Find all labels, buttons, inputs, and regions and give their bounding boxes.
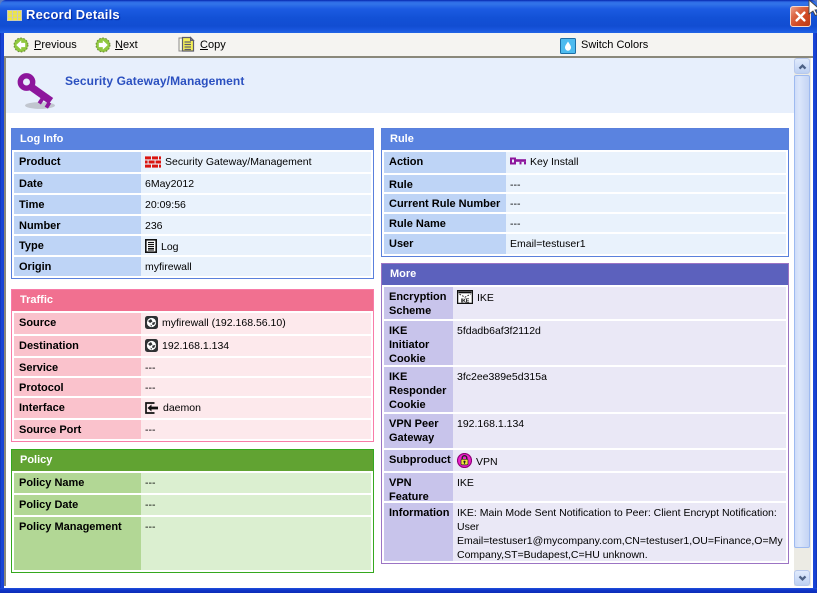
svg-text:IKE: IKE: [461, 299, 470, 304]
